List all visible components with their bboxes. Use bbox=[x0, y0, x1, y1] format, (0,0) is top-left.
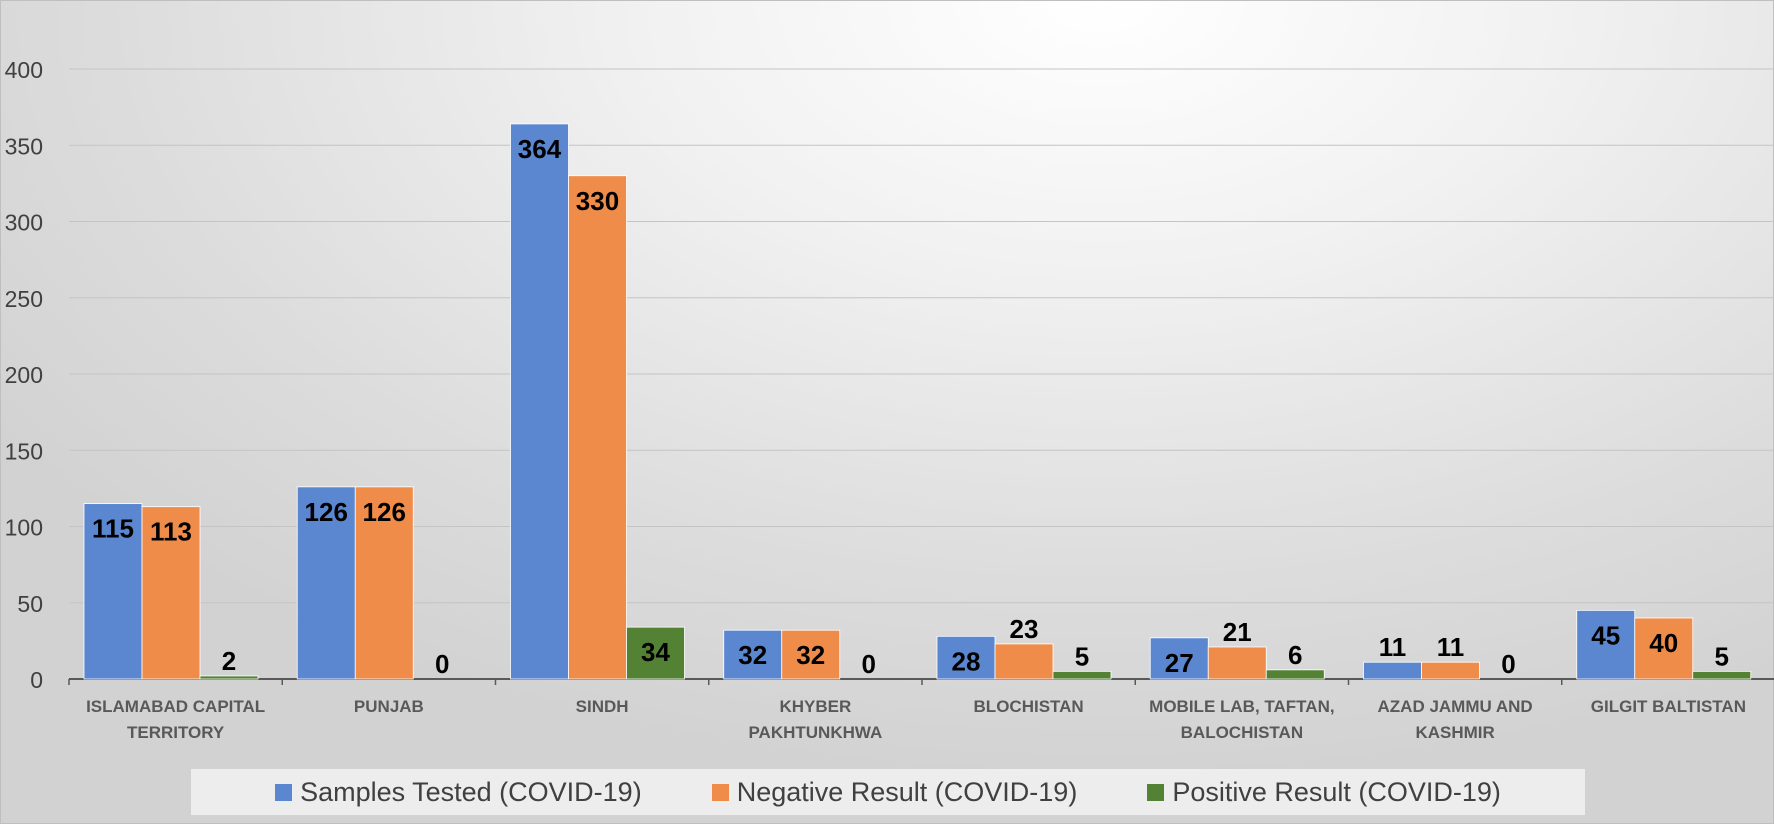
x-tick-label: GILGIT BALTISTAN bbox=[1591, 697, 1746, 716]
data-label: 113 bbox=[150, 517, 192, 547]
y-tick-label: 50 bbox=[17, 591, 43, 617]
data-label: 32 bbox=[796, 640, 825, 670]
x-tick-label: BLOCHISTAN bbox=[974, 697, 1084, 716]
data-label: 27 bbox=[1165, 648, 1194, 678]
data-label: 126 bbox=[305, 497, 348, 527]
data-label: 23 bbox=[1010, 614, 1039, 644]
legend-label: Negative Result (COVID-19) bbox=[736, 776, 1078, 807]
data-label: 34 bbox=[641, 637, 670, 667]
bar bbox=[1634, 617, 1694, 680]
legend-item: Samples Tested (COVID-19) bbox=[275, 777, 642, 808]
data-label: 0 bbox=[862, 649, 876, 679]
data-label: 126 bbox=[363, 497, 406, 527]
data-label: 330 bbox=[576, 186, 619, 216]
bar bbox=[1692, 670, 1752, 680]
data-label: 0 bbox=[435, 649, 449, 679]
legend: Samples Tested (COVID-19) Negative Result… bbox=[191, 769, 1585, 815]
bar bbox=[1265, 669, 1325, 680]
legend-label: Positive Result (COVID-19) bbox=[1172, 776, 1501, 807]
data-labels: 115 126 364 32 28 27 11 45 113 126 330 32 23 21 11 40 2 0… bbox=[92, 134, 1729, 679]
bar bbox=[626, 626, 685, 680]
bar bbox=[296, 486, 356, 680]
x-tick-label: SINDH bbox=[576, 697, 629, 716]
x-tick-label: PUNJAB bbox=[354, 697, 424, 716]
bar bbox=[510, 123, 569, 680]
x-tick-label: MOBILE LAB, TAFTAN, bbox=[1149, 697, 1334, 716]
y-tick-label: 0 bbox=[30, 667, 43, 693]
bar bbox=[723, 629, 783, 680]
legend-swatch bbox=[1147, 783, 1165, 801]
data-label: 6 bbox=[1288, 640, 1302, 670]
x-tick-label: ISLAMABAD CAPITAL bbox=[86, 697, 265, 716]
data-label: 5 bbox=[1715, 641, 1729, 671]
data-label: 11 bbox=[1437, 632, 1465, 662]
x-axis-ticks: ISLAMABAD CAPITAL TERRITORY PUNJAB SINDH KHY… bbox=[86, 697, 1746, 742]
data-label: 11 bbox=[1379, 632, 1407, 662]
bars bbox=[83, 123, 1752, 680]
data-label: 32 bbox=[738, 640, 767, 670]
data-label: 2 bbox=[222, 646, 236, 676]
x-tick-label: PAKHTUNKHWA bbox=[748, 723, 882, 742]
data-label: 21 bbox=[1223, 617, 1252, 647]
bar bbox=[354, 486, 414, 680]
data-label: 45 bbox=[1591, 620, 1620, 650]
data-label: 364 bbox=[518, 134, 562, 164]
data-label: 5 bbox=[1075, 641, 1089, 671]
x-tick-label: TERRITORY bbox=[127, 723, 225, 742]
data-label: 0 bbox=[1501, 649, 1515, 679]
data-label: 115 bbox=[92, 514, 134, 544]
bar bbox=[83, 503, 143, 680]
bar bbox=[1207, 646, 1267, 680]
x-tick-label: KASHMIR bbox=[1415, 723, 1494, 742]
bar bbox=[199, 675, 259, 680]
y-tick-label: 200 bbox=[5, 362, 43, 388]
legend-swatch bbox=[711, 783, 729, 801]
data-label: 28 bbox=[952, 646, 981, 676]
y-tick-label: 100 bbox=[5, 515, 43, 541]
bar bbox=[568, 175, 627, 680]
bar bbox=[781, 629, 841, 680]
y-tick-label: 150 bbox=[5, 438, 43, 464]
y-tick-label: 300 bbox=[5, 210, 43, 236]
data-label: 40 bbox=[1649, 628, 1678, 658]
y-tick-label: 350 bbox=[5, 133, 43, 159]
legend-label: Samples Tested (COVID-19) bbox=[300, 776, 642, 807]
bar bbox=[1576, 609, 1636, 680]
legend-item: Negative Result (COVID-19) bbox=[711, 776, 1078, 808]
x-tick-label: AZAD JAMMU AND bbox=[1378, 697, 1533, 716]
legend-item: Positive Result (COVID-19) bbox=[1147, 777, 1501, 808]
bar bbox=[141, 506, 201, 680]
x-tick-label: KHYBER bbox=[779, 697, 851, 716]
bar bbox=[1363, 661, 1422, 680]
y-tick-label: 400 bbox=[5, 57, 43, 83]
legend-swatch bbox=[275, 783, 293, 801]
bar bbox=[1421, 661, 1480, 680]
bar bbox=[1052, 670, 1112, 680]
y-tick-label: 250 bbox=[5, 286, 43, 312]
bar bbox=[994, 643, 1054, 680]
y-axis-ticks: 0 50 100 150 200 250 300 350 400 bbox=[5, 57, 43, 693]
x-tick-label: BALOCHISTAN bbox=[1181, 723, 1303, 742]
